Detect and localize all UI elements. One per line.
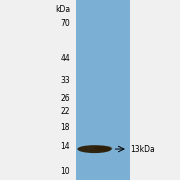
Ellipse shape [77, 145, 112, 153]
Bar [76, 0, 130, 180]
Text: 70: 70 [60, 19, 70, 28]
Text: 14: 14 [61, 142, 70, 151]
Text: 13kDa: 13kDa [130, 145, 155, 154]
Text: 10: 10 [61, 167, 70, 176]
Text: kDa: kDa [55, 5, 70, 14]
Text: 18: 18 [61, 123, 70, 132]
Text: 22: 22 [61, 107, 70, 116]
Text: 33: 33 [60, 76, 70, 85]
Text: 26: 26 [61, 94, 70, 103]
Ellipse shape [94, 146, 112, 151]
Text: 44: 44 [60, 54, 70, 63]
